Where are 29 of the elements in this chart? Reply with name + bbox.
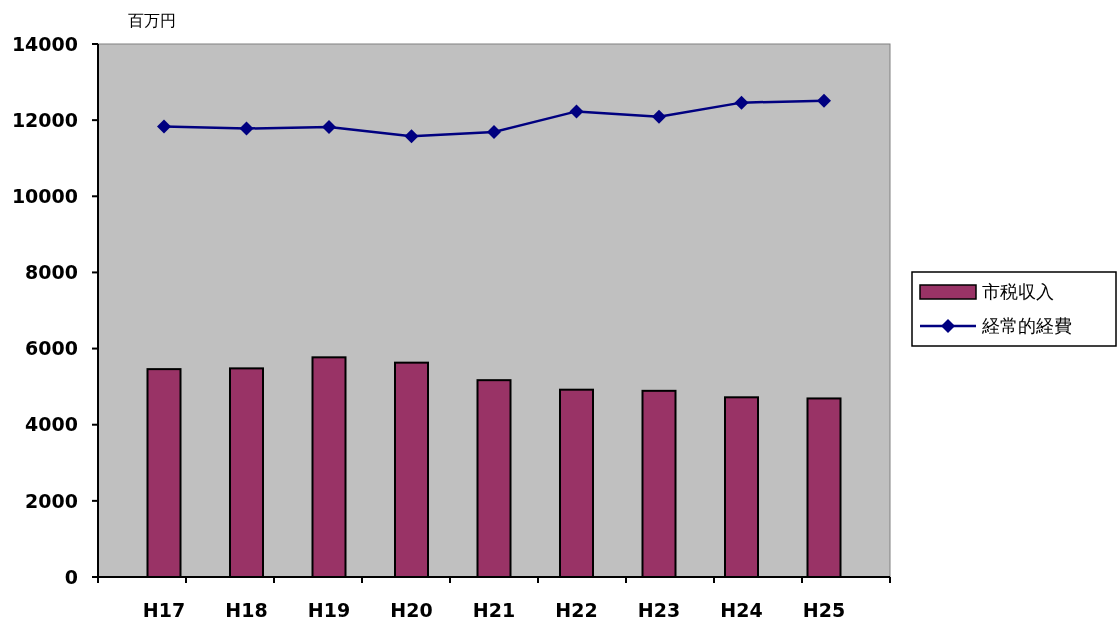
point — [487, 124, 501, 139]
point — [322, 120, 336, 134]
y-tick-label: 14000 — [11, 32, 78, 55]
y-tick-label: 0 — [64, 565, 78, 588]
point — [157, 119, 171, 134]
point — [239, 121, 254, 136]
y-axis-title: 百万円 — [128, 11, 176, 30]
x-tick-label: H19 — [307, 599, 351, 621]
x-tick-label: H24 — [720, 599, 763, 621]
point — [817, 93, 831, 108]
x-tick-label: H22 — [555, 599, 598, 621]
y-tick-label: 12000 — [11, 108, 78, 131]
x-tick-label: H21 — [472, 599, 516, 621]
point — [569, 104, 584, 119]
legend-label: 市税収入 — [982, 281, 1054, 303]
y-tick-label: 10000 — [11, 184, 78, 207]
x-tick-label: H25 — [802, 599, 846, 621]
x-tick-label: H20 — [390, 599, 433, 621]
point — [404, 129, 419, 144]
point — [652, 109, 666, 124]
legend-label: 経常的経費 — [981, 315, 1072, 337]
y-tick-label: 8000 — [25, 261, 78, 284]
x-tick-label: H18 — [225, 599, 268, 621]
point — [734, 95, 749, 110]
y-tick-label: 6000 — [25, 337, 78, 360]
x-tick-label: H17 — [142, 599, 186, 621]
y-tick-label: 2000 — [25, 489, 78, 512]
y-tick-label: 4000 — [25, 413, 78, 436]
x-tick-label: H23 — [637, 599, 681, 621]
